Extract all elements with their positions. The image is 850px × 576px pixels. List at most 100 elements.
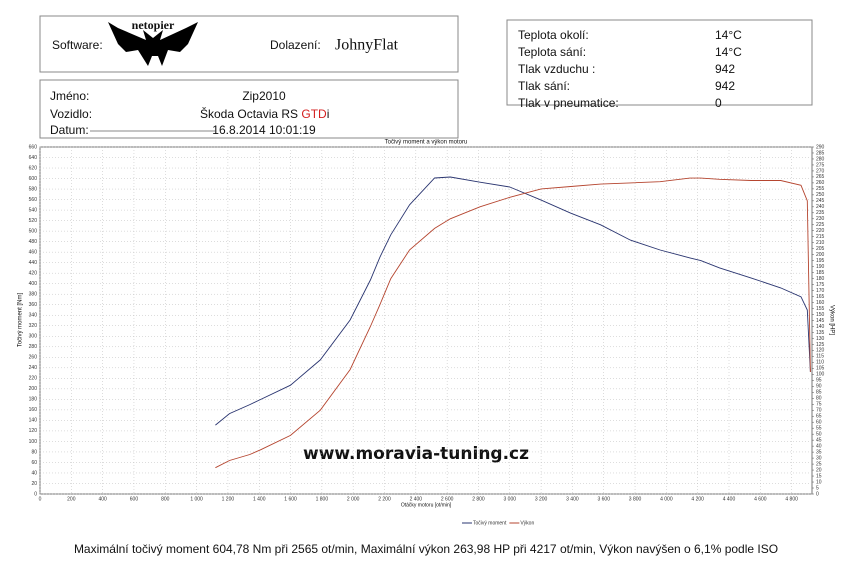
y-tick-label: 40 <box>31 470 37 476</box>
plot: 0 200 400 600 800 1 000 1 200 1 400 1 600 1 800 2 … <box>29 144 825 526</box>
y-tick-label: 320 <box>29 323 38 329</box>
x-tick-label: 1 600 <box>284 496 297 502</box>
y-tick-label: 460 <box>29 249 38 255</box>
y2-tick-label: 230 <box>816 216 825 222</box>
y-tick-label: 400 <box>29 281 38 287</box>
y2-tick-label: 90 <box>816 384 822 390</box>
y2-tick-label: 255 <box>816 186 825 192</box>
series-line <box>215 177 811 469</box>
x-tick-label: 2 200 <box>378 496 391 502</box>
y2-tick-label: 100 <box>816 372 825 378</box>
vehicle-model: Škoda Octavia RS <box>200 106 301 121</box>
y2-tick-label: 200 <box>816 252 825 258</box>
y-tick-label: 180 <box>29 397 38 403</box>
y-tick-label: 280 <box>29 344 38 350</box>
y2-tick-label: 60 <box>816 420 822 426</box>
y2-tick-label: 185 <box>816 270 825 276</box>
y2-tick-label: 125 <box>816 342 825 348</box>
x-tick-label: 2 600 <box>441 496 454 502</box>
x-tick-label: 1 000 <box>190 496 203 502</box>
operator-name: JohnyFlat <box>335 37 399 54</box>
y-tick-label: 340 <box>29 313 38 319</box>
y-tick-label: 0 <box>34 491 37 497</box>
legend-label: Výkon <box>520 520 534 526</box>
y2-tick-label: 5 <box>816 485 819 491</box>
y-axis-label: Točivý moment [Nm] <box>18 292 24 347</box>
y2-tick-label: 10 <box>816 479 822 485</box>
vehicle-box <box>39 79 459 139</box>
y-tick-label: 480 <box>29 239 38 245</box>
y2-tick-label: 120 <box>816 348 825 354</box>
y-tick-label: 200 <box>29 386 38 392</box>
y2-tick-label: 235 <box>816 210 825 216</box>
x-tick-label: 4 000 <box>660 496 673 502</box>
footer: Maximální točivý moment 604,78 Nm při 25… <box>74 542 778 556</box>
name-label: Jméno: <box>50 89 89 103</box>
y-tick-label: 520 <box>29 218 38 224</box>
name-value: Zip2010 <box>242 89 286 103</box>
y-tick-label: 580 <box>29 186 38 192</box>
x-tick-label: 3 600 <box>597 496 610 502</box>
vehicle-label: Vozidlo: <box>50 107 92 121</box>
x-tick-label: 1 200 <box>222 496 235 502</box>
x-tick-label: 4 400 <box>723 496 736 502</box>
conditions-box <box>506 19 813 106</box>
x-axis-label: Otáčky motoru [ot/min] <box>401 502 452 508</box>
y2-tick-label: 145 <box>816 318 825 324</box>
y-tick-label: 560 <box>29 197 38 203</box>
y-tick-label: 20 <box>31 481 37 487</box>
y2-tick-label: 140 <box>816 324 825 330</box>
y2-tick-label: 85 <box>816 390 822 396</box>
x-tick-label: 2 000 <box>347 496 360 502</box>
vehicle-value: Škoda Octavia RS GTDi <box>200 106 329 121</box>
y2-tick-label: 135 <box>816 330 825 336</box>
y-tick-label: 380 <box>29 292 38 298</box>
x-tick-label: 400 <box>98 496 107 502</box>
y-tick-label: 220 <box>29 376 38 382</box>
y-tick-label: 120 <box>29 428 38 434</box>
x-tick-label: 600 <box>130 496 139 502</box>
x-tick-label: 3 000 <box>504 496 517 502</box>
y2-tick-label: 165 <box>816 294 825 300</box>
software-label: Software: <box>52 38 103 52</box>
y2-tick-label: 180 <box>816 276 825 282</box>
y2-tick-label: 290 <box>816 144 825 150</box>
condition-value: 14°C <box>715 45 742 59</box>
y2-tick-label: 250 <box>816 192 825 198</box>
condition-label: Teplota okolí: <box>518 28 589 42</box>
condition-value: 0 <box>715 96 722 110</box>
y2-tick-label: 130 <box>816 336 825 342</box>
y2-tick-label: 25 <box>816 461 822 467</box>
y-tick-label: 620 <box>29 165 38 171</box>
x-tick-label: 3 200 <box>535 496 548 502</box>
y-tick-label: 260 <box>29 355 38 361</box>
y-tick-label: 240 <box>29 365 38 371</box>
y2-tick-label: 0 <box>816 491 819 497</box>
legend-label: Točivý moment <box>473 520 507 526</box>
condition-label: Tlak vzduchu : <box>518 62 595 76</box>
operator-label: Dolazení: <box>270 38 321 52</box>
y2-tick-label: 265 <box>816 174 825 180</box>
y-tick-label: 160 <box>29 407 38 413</box>
condition-label: Teplota sání: <box>518 45 586 59</box>
y-tick-label: 360 <box>29 302 38 308</box>
y2-tick-label: 160 <box>816 300 825 306</box>
y2-tick-label: 260 <box>816 180 825 186</box>
y2-tick-label: 205 <box>816 246 825 252</box>
y2-tick-label: 220 <box>816 228 825 234</box>
x-tick-label: 0 <box>39 496 42 502</box>
x-tick-label: 800 <box>161 496 170 502</box>
date-value: 16.8.2014 10:01:19 <box>212 123 316 137</box>
x-tick-label: 200 <box>67 496 76 502</box>
plot-frame <box>39 146 813 495</box>
y2-tick-label: 55 <box>816 426 822 432</box>
y-tick-label: 80 <box>31 449 37 455</box>
y2-tick-label: 20 <box>816 467 822 473</box>
vehicle-highlight: GTD <box>301 107 327 121</box>
y2-tick-label: 45 <box>816 437 822 443</box>
chart-title: Točivý moment a výkon motoru <box>385 140 468 146</box>
y-tick-label: 60 <box>31 460 37 466</box>
y2-tick-label: 75 <box>816 402 822 408</box>
y-tick-label: 660 <box>29 144 38 150</box>
y-tick-label: 300 <box>29 334 38 340</box>
